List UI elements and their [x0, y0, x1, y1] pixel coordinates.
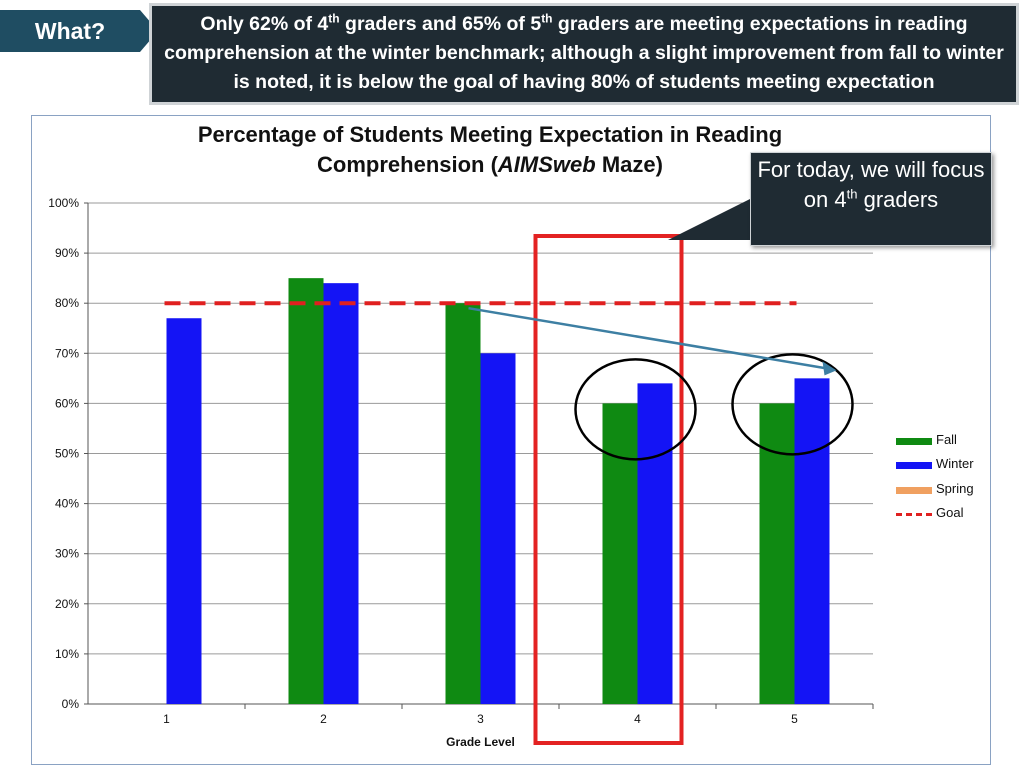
legend-swatch-goal	[896, 513, 932, 516]
callout-part-2: graders	[857, 187, 939, 212]
bar-winter-grade-4	[637, 383, 673, 704]
x-tick-label: 3	[477, 712, 484, 726]
summary-text: Only 62% of 4th graders and 65% of 5th g…	[152, 6, 1016, 97]
focus-callout: For today, we will focus on 4th graders	[750, 152, 992, 246]
y-tick-label: 10%	[55, 647, 79, 661]
bar-fall-grade-4	[602, 403, 638, 704]
what-label: What?	[34, 18, 106, 44]
circle-grade-5	[731, 353, 854, 456]
legend-label-spring: Spring	[936, 481, 974, 496]
bar-fall-grade-3	[445, 303, 481, 704]
chart-title-pre: Comprehension (	[317, 152, 498, 177]
x-axis-label: Grade Level	[446, 735, 515, 749]
y-tick-label: 50%	[55, 447, 79, 461]
legend-swatch-winter	[896, 462, 932, 469]
callout-sup: th	[846, 186, 858, 202]
chart-title-line-2: Comprehension (AIMSweb Maze)	[110, 150, 870, 180]
grade-4-highlight-box	[533, 234, 684, 745]
bar-winter-grade-3	[480, 353, 516, 704]
callout-part-1: For today, we will focus on 4	[757, 157, 985, 212]
summary-sup-2: th	[541, 11, 553, 26]
trend-arrow-head	[822, 361, 837, 376]
bar-fall-grade-2	[288, 278, 324, 704]
x-tick-label: 1	[163, 712, 170, 726]
summary-sup-1: th	[328, 11, 340, 26]
what-tab: What?	[0, 10, 158, 52]
bar-winter-grade-2	[323, 283, 359, 704]
focus-callout-text: For today, we will focus on 4th graders	[751, 153, 991, 215]
legend-label-winter: Winter	[936, 456, 974, 471]
x-tick-label: 2	[320, 712, 327, 726]
legend-label-fall: Fall	[936, 432, 957, 447]
trend-arrow-line	[468, 306, 827, 370]
legend-label-goal: Goal	[936, 505, 964, 520]
y-tick-label: 0%	[62, 697, 80, 711]
summary-part-3: graders are meeting expectations in read…	[164, 13, 1004, 93]
bar-winter-grade-5	[794, 378, 830, 704]
y-tick-label: 100%	[48, 196, 79, 210]
chart-title-post: Maze)	[595, 152, 663, 177]
summary-banner: Only 62% of 4th graders and 65% of 5th g…	[152, 6, 1016, 102]
y-tick-label: 20%	[55, 597, 79, 611]
bar-winter-grade-1	[166, 318, 202, 704]
chart-title-italic: AIMSweb	[497, 152, 596, 177]
callout-pointer	[668, 198, 752, 240]
x-tick-label: 5	[791, 712, 798, 726]
x-tick-label: 4	[634, 712, 641, 726]
legend-swatch-fall	[896, 438, 932, 445]
chart-title: Percentage of Students Meeting Expectati…	[110, 120, 870, 180]
y-tick-label: 70%	[55, 346, 79, 360]
y-tick-label: 30%	[55, 547, 79, 561]
what-tab-shape	[0, 10, 158, 52]
summary-part-1: Only 62% of 4	[200, 13, 329, 35]
summary-part-2: graders and 65% of 5	[339, 13, 542, 35]
y-tick-label: 40%	[55, 497, 79, 511]
y-tick-label: 60%	[55, 396, 79, 410]
legend-swatch-spring	[896, 487, 932, 494]
chart-title-line-1: Percentage of Students Meeting Expectati…	[197, 122, 783, 147]
circle-grade-4	[574, 358, 697, 461]
y-tick-label: 80%	[55, 296, 79, 310]
y-tick-label: 90%	[55, 246, 79, 260]
